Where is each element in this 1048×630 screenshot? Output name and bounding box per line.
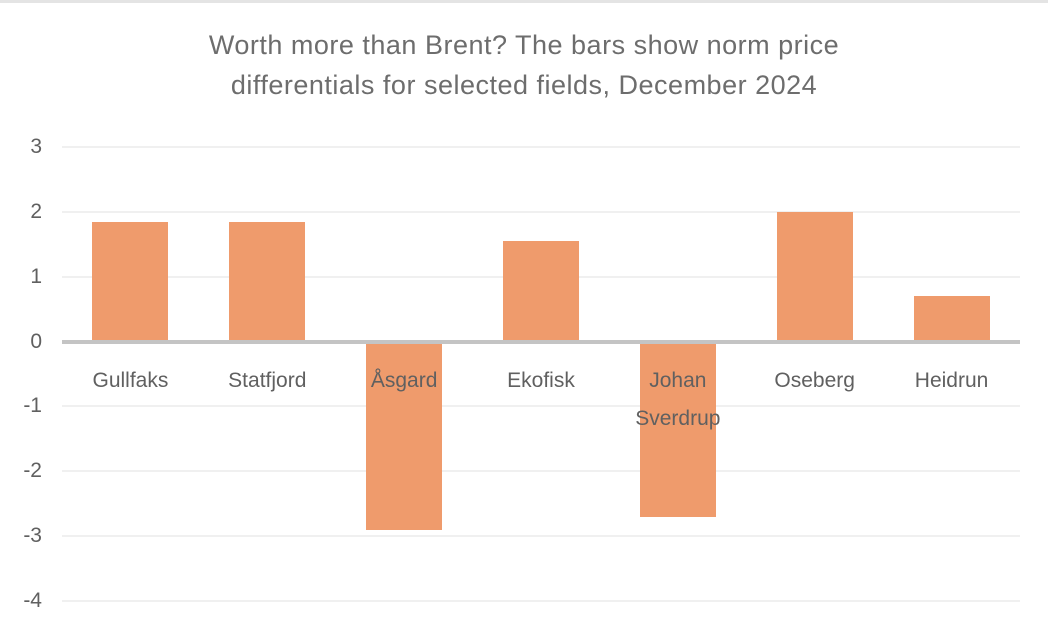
chart-title-line-2: differentials for selected fields, Decem…	[230, 70, 818, 100]
y-tick-label: 1	[30, 264, 42, 288]
bar	[229, 221, 306, 340]
category-label: Åsgard	[370, 368, 438, 392]
y-tick-label: 2	[30, 199, 42, 223]
bar	[776, 211, 853, 340]
bar	[913, 296, 990, 340]
category-label: Gullfaks	[92, 368, 169, 392]
gridline	[62, 470, 1020, 473]
category-label: Statfjord	[228, 368, 307, 392]
category-label: Johan Sverdrup	[635, 368, 721, 430]
y-tick-label: -2	[23, 459, 42, 483]
x-axis-line	[62, 339, 1020, 344]
y-tick-label: 3	[30, 135, 42, 158]
gridline	[62, 599, 1020, 602]
y-tick-label: -3	[23, 524, 42, 548]
plot-area: 3 2 1 0 -1 -2 -3 -4 Gullfaks Statfjord Åsgard Ekof…	[0, 3, 1048, 630]
bar	[92, 221, 169, 340]
bar	[366, 343, 443, 530]
y-tick-label: -4	[23, 588, 42, 612]
y-tick-label: 0	[30, 329, 42, 353]
gridline	[62, 405, 1020, 408]
category-label: Oseberg	[774, 368, 855, 392]
gridline	[62, 535, 1020, 538]
chart-title: Worth more than Brent? The bars show nor…	[0, 25, 1048, 105]
category-label: Heidrun	[914, 368, 989, 392]
y-tick-label: -1	[23, 394, 42, 418]
gridline	[62, 210, 1020, 213]
chart-title-line-1: Worth more than Brent? The bars show nor…	[208, 30, 840, 60]
gridline	[62, 146, 1020, 148]
bar	[639, 343, 716, 517]
category-label: Ekofisk	[507, 368, 575, 392]
bar	[503, 241, 579, 340]
